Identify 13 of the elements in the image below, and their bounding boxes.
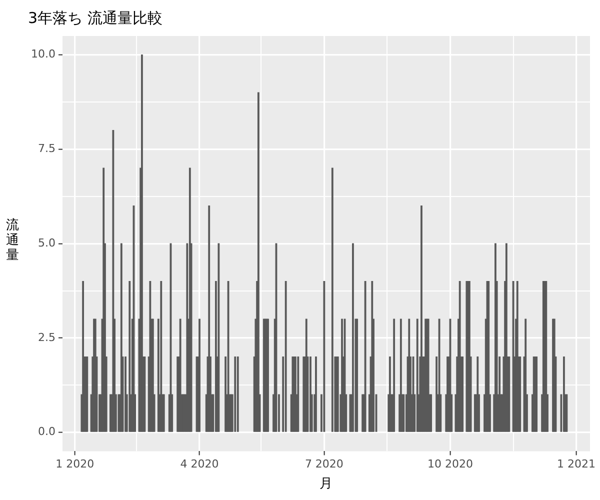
x-tick-label: 10 2020 [427,458,473,471]
y-tick-label: 5.0 [38,236,56,250]
y-axis-title: 流通量 [6,218,20,263]
x-tick-label: 1 2021 [557,458,596,471]
x-tick-label: 1 2020 [56,458,94,471]
chart-title: 3年落ち 流通量比較 [28,8,162,27]
y-tick-label: 7.5 [38,142,56,156]
y-tick-label: 10.0 [30,48,56,61]
x-axis-title: 月 [320,476,333,492]
x-tick-label: 7 2020 [304,458,344,471]
y-tick-label: 2.5 [38,330,56,344]
x-tick-label: 4 2020 [180,458,219,471]
y-tick-label: 0.0 [38,425,56,438]
